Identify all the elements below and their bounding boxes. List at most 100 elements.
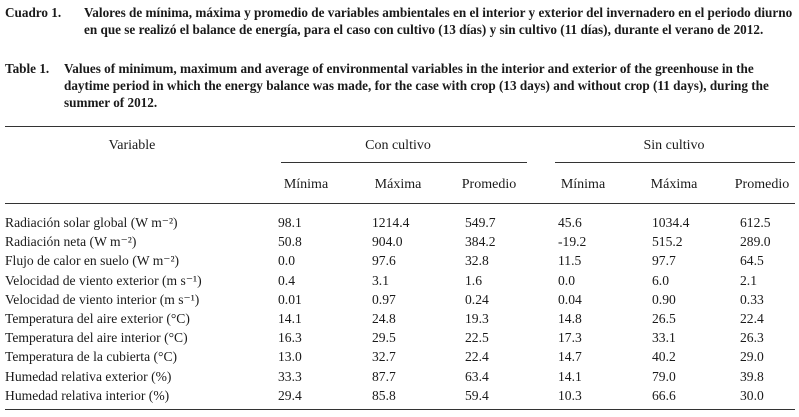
col-header-sin-promedio: Promedio: [734, 177, 790, 192]
value-cell-con-maxima: 32.7: [372, 349, 396, 365]
value-cell-sin-minima: 14.1: [558, 368, 582, 384]
value-cell-sin-maxima: 79.0: [652, 368, 676, 384]
value-cell-con-maxima: 3.1: [372, 272, 389, 288]
value-cell-sin-promedio: 39.8: [740, 368, 764, 384]
variable-cell: Temperatura del aire exterior (°C): [5, 311, 190, 327]
value-cell-con-maxima: 87.7: [372, 368, 396, 384]
variable-cell: Temperatura de la cubierta (°C): [5, 349, 178, 365]
table-row: Flujo de calor en suelo (W m⁻²) 0.0 97.6 32…: [5, 251, 795, 270]
variable-cell: Velocidad de viento interior (m s⁻¹): [5, 291, 200, 307]
value-cell-sin-promedio: 64.5: [740, 253, 764, 269]
value-cell-con-minima: 29.4: [278, 387, 302, 403]
con-cultivo-subrule: [281, 162, 527, 163]
value-cell-sin-maxima: 0.90: [652, 291, 676, 307]
table-bottom-rule: [5, 409, 795, 410]
col-header-sin-maxima: Máxima: [650, 177, 698, 192]
table-row: Temperatura del aire exterior (°C) 14.1 24…: [5, 309, 795, 328]
value-cell-con-minima: 50.8: [278, 234, 302, 250]
value-cell-con-minima: 16.3: [278, 330, 302, 346]
caption-spanish-label: Cuadro 1.: [5, 5, 62, 20]
value-cell-sin-minima: 17.3: [558, 330, 582, 346]
table-row: Humedad relativa interior (%) 29.4 85.8 59.…: [5, 386, 795, 405]
value-cell-con-promedio: 59.4: [465, 387, 489, 403]
value-cell-sin-maxima: 66.6: [652, 387, 676, 403]
value-cell-sin-promedio: 0.33: [740, 291, 764, 307]
value-cell-sin-minima: -19.2: [558, 234, 587, 250]
value-cell-con-promedio: 549.7: [465, 215, 496, 230]
value-cell-sin-promedio: 2.1: [740, 272, 757, 288]
value-cell-sin-promedio: 612.5: [740, 215, 771, 230]
value-cell-sin-maxima: 515.2: [652, 234, 683, 250]
value-cell-sin-minima: 45.6: [558, 215, 582, 230]
value-cell-con-minima: 0.4: [278, 272, 295, 288]
group-header-con-cultivo: Con cultivo: [365, 138, 431, 153]
value-cell-sin-maxima: 6.0: [652, 272, 669, 288]
value-cell-sin-promedio: 29.0: [740, 349, 764, 365]
value-cell-sin-maxima: 40.2: [652, 349, 676, 365]
table-row: Humedad relativa exterior (%) 33.3 87.7 63.…: [5, 367, 795, 386]
variable-cell: Radiación solar global (W m⁻²): [5, 215, 178, 230]
table-row: Velocidad de viento interior (m s⁻¹) 0.01…: [5, 290, 795, 309]
value-cell-con-maxima: 85.8: [372, 387, 396, 403]
value-cell-sin-maxima: 97.7: [652, 253, 676, 269]
value-cell-sin-maxima: 33.1: [652, 330, 676, 346]
col-header-con-promedio: Promedio: [461, 177, 517, 192]
value-cell-sin-promedio: 22.4: [740, 311, 764, 327]
value-cell-con-maxima: 29.5: [372, 330, 396, 346]
table-row: Temperatura del aire interior (°C) 16.3 29…: [5, 328, 795, 347]
value-cell-con-promedio: 19.3: [465, 311, 489, 327]
sin-cultivo-subrule: [555, 162, 795, 163]
variable-cell: Flujo de calor en suelo (W m⁻²): [5, 253, 180, 269]
col-header-con-minima: Mínima: [283, 177, 329, 192]
data-table: Radiación solar global (W m⁻²) 98.1 1214.4…: [5, 213, 795, 405]
value-cell-sin-minima: 10.3: [558, 387, 582, 403]
value-cell-con-promedio: 22.5: [465, 330, 489, 346]
col-header-con-maxima: Máxima: [374, 177, 422, 192]
value-cell-con-maxima: 24.8: [372, 311, 396, 327]
value-cell-con-promedio: 63.4: [465, 368, 489, 384]
value-cell-con-promedio: 22.4: [465, 349, 489, 365]
value-cell-con-maxima: 0.97: [372, 291, 396, 307]
caption-english-text: Values of minimum, maximum and average o…: [64, 61, 769, 110]
value-cell-sin-maxima: 26.5: [652, 311, 676, 327]
value-cell-con-minima: 98.1: [278, 215, 302, 230]
value-cell-con-minima: 13.0: [278, 349, 302, 365]
caption-spanish-text: Valores de mínima, máxima y promedio de …: [84, 5, 793, 37]
variable-cell: Radiación neta (W m⁻²): [5, 234, 137, 250]
value-cell-sin-promedio: 289.0: [740, 234, 771, 250]
value-cell-con-promedio: 1.6: [465, 272, 482, 288]
table-row: Temperatura de la cubierta (°C) 13.0 32.7 2…: [5, 347, 795, 366]
table-row: Radiación neta (W m⁻²) 50.8 904.0 384.2 -19.…: [5, 232, 795, 251]
caption-english: Table 1. Values of minimum, maximum and …: [5, 60, 795, 111]
value-cell-con-maxima: 97.6: [372, 253, 396, 269]
value-cell-con-promedio: 384.2: [465, 234, 496, 250]
value-cell-con-promedio: 0.24: [465, 291, 489, 307]
caption-spanish: Cuadro 1. Valores de mínima, máxima y pr…: [5, 4, 795, 38]
variable-header: Variable: [108, 138, 156, 153]
header-bottom-rule: [5, 203, 795, 204]
col-header-sin-minima: Mínima: [560, 177, 606, 192]
value-cell-con-maxima: 1214.4: [372, 215, 410, 230]
value-cell-con-minima: 0.01: [278, 291, 302, 307]
table-top-rule: [5, 126, 795, 127]
value-cell-sin-minima: 11.5: [558, 253, 582, 269]
value-cell-con-minima: 0.0: [278, 253, 295, 269]
value-cell-sin-minima: 14.7: [558, 349, 582, 365]
value-cell-sin-maxima: 1034.4: [652, 215, 690, 230]
value-cell-con-minima: 14.1: [278, 311, 302, 327]
value-cell-con-maxima: 904.0: [372, 234, 403, 250]
value-cell-con-promedio: 32.8: [465, 253, 489, 269]
value-cell-sin-minima: 0.04: [558, 291, 582, 307]
value-cell-sin-promedio: 26.3: [740, 330, 764, 346]
caption-english-label: Table 1.: [5, 61, 50, 76]
value-cell-con-minima: 33.3: [278, 368, 302, 384]
value-cell-sin-promedio: 30.0: [740, 387, 764, 403]
variable-cell: Humedad relativa interior (%): [5, 387, 170, 403]
variable-cell: Temperatura del aire interior (°C): [5, 330, 188, 346]
table-row: Velocidad de viento exterior (m s⁻¹) 0.4 3…: [5, 271, 795, 290]
variable-cell: Humedad relativa exterior (%): [5, 368, 172, 384]
variable-cell: Velocidad de viento exterior (m s⁻¹): [5, 272, 202, 288]
table-row: Radiación solar global (W m⁻²) 98.1 1214.4…: [5, 213, 795, 232]
value-cell-sin-minima: 0.0: [558, 272, 575, 288]
group-header-sin-cultivo: Sin cultivo: [643, 138, 705, 153]
